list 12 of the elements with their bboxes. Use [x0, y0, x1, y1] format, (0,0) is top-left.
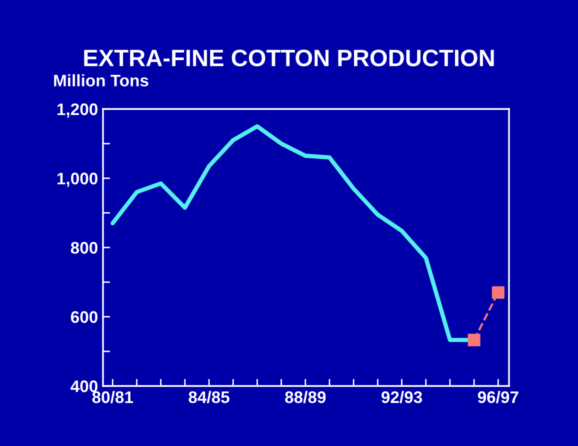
y-tick-label: 1,000 [57, 172, 98, 187]
chart-title: EXTRA-FINE COTTON PRODUCTION [84, 50, 494, 66]
x-tick-label: 84/85 [188, 390, 230, 404]
y-tick-label: 600 [70, 311, 98, 323]
x-tick-label: 80/81 [92, 390, 134, 404]
y-tick-label: 1,200 [57, 103, 98, 118]
y-tick-label: 800 [70, 242, 98, 254]
y-axis-title: Million Tons [54, 74, 148, 86]
x-tick-label: 96/97 [478, 390, 518, 404]
x-tick-label: 88/89 [285, 390, 326, 404]
x-tick-label: 92/93 [382, 390, 422, 404]
y-tick-label: 400 [70, 380, 98, 392]
